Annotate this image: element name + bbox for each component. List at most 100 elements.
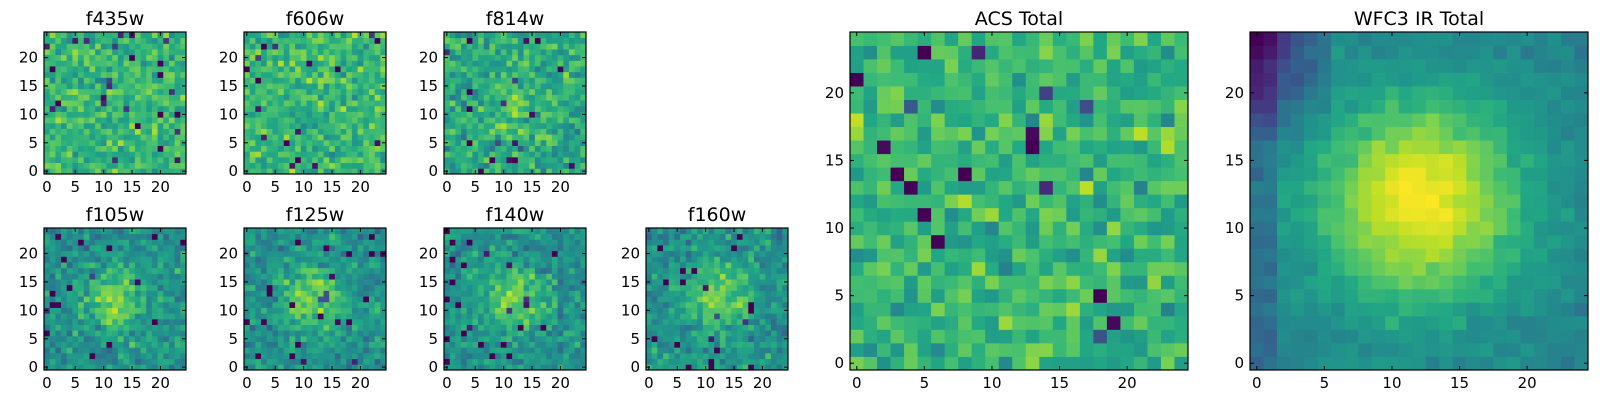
- heatmap-cell: [563, 122, 570, 129]
- heatmap-cell: [157, 88, 164, 95]
- heatmap-cell: [512, 122, 519, 129]
- heatmap-cell: [49, 71, 56, 78]
- heatmap-cell: [651, 347, 658, 354]
- heatmap-cell: [714, 307, 721, 314]
- heatmap-cell: [776, 324, 783, 331]
- heatmap-cell: [563, 267, 570, 274]
- heatmap-cell: [272, 49, 279, 56]
- heatmap-cell: [714, 324, 721, 331]
- heatmap-cell: [66, 77, 73, 84]
- heatmap-cell: [1052, 356, 1067, 371]
- heatmap-cell: [368, 32, 376, 39]
- heatmap-cell: [340, 228, 347, 235]
- heatmap-cell: [877, 234, 891, 249]
- heatmap-cell: [72, 290, 79, 297]
- heatmap-cell: [731, 267, 738, 274]
- heatmap-cell: [691, 250, 698, 257]
- heatmap-cell: [266, 37, 273, 44]
- heatmap-cell: [323, 347, 330, 354]
- heatmap-cell: [78, 37, 85, 44]
- heatmap-cell: [685, 318, 692, 325]
- heatmap-cell: [334, 71, 341, 78]
- heatmap-cell: [651, 335, 658, 342]
- heatmap-cell: [363, 313, 370, 320]
- heatmap-cell: [863, 194, 878, 209]
- heatmap-cell: [574, 335, 581, 342]
- heatmap-cell: [363, 352, 370, 360]
- y-tick-label: 20: [19, 245, 38, 263]
- heatmap-cell: [266, 290, 273, 297]
- heatmap-cell: [83, 296, 90, 303]
- heatmap-cell: [83, 347, 90, 354]
- heatmap-cell: [306, 117, 313, 124]
- heatmap-cell: [663, 358, 670, 365]
- heatmap-cell: [904, 275, 918, 290]
- heatmap-cell: [66, 330, 73, 337]
- heatmap-cell: [765, 318, 772, 325]
- heatmap-cell: [146, 88, 153, 95]
- y-tick-label: 0: [428, 162, 438, 180]
- heatmap-cell: [157, 105, 164, 112]
- heatmap-cell: [100, 88, 107, 95]
- heatmap-cell: [363, 296, 370, 303]
- heatmap-cell: [66, 335, 73, 342]
- heatmap-cell: [651, 267, 658, 274]
- heatmap-cell: [580, 347, 587, 354]
- heatmap-cell: [680, 273, 687, 280]
- heatmap-cell: [89, 43, 96, 50]
- heatmap-cell: [261, 111, 268, 118]
- heatmap-cell: [546, 111, 553, 118]
- heatmap-cell: [289, 156, 296, 164]
- heatmap-cell: [1079, 356, 1094, 371]
- heatmap-cell: [134, 77, 141, 84]
- heatmap-cell: [351, 168, 358, 175]
- heatmap-cell: [1039, 248, 1054, 263]
- heatmap-cell: [266, 162, 273, 169]
- heatmap-cell: [134, 239, 141, 246]
- heatmap-cell: [557, 88, 564, 95]
- heatmap-cell: [1066, 261, 1081, 276]
- heatmap-cell: [140, 128, 147, 135]
- heatmap-cell: [551, 290, 558, 297]
- heatmap-cell: [478, 94, 485, 101]
- heatmap-cell: [55, 105, 62, 112]
- heatmap-cell: [278, 145, 285, 152]
- heatmap-cell: [106, 301, 113, 308]
- heatmap-cell: [334, 273, 341, 280]
- heatmap-cell: [83, 352, 90, 360]
- heatmap-cell: [329, 296, 336, 303]
- heatmap-cell: [283, 273, 290, 280]
- heatmap-cell: [483, 267, 490, 274]
- heatmap-cell: [151, 262, 158, 269]
- heatmap-cell: [55, 347, 62, 354]
- heatmap-cell: [512, 324, 519, 331]
- heatmap-cell: [931, 194, 946, 209]
- heatmap-cell: [329, 262, 336, 269]
- heatmap-cell: [1133, 356, 1148, 371]
- heatmap-cell: [529, 117, 536, 124]
- heatmap-cell: [731, 296, 738, 303]
- heatmap-cell: [312, 318, 319, 325]
- heatmap-cell: [580, 77, 587, 84]
- heatmap-cell: [495, 94, 502, 101]
- heatmap-cell: [249, 139, 256, 146]
- heatmap-cell: [266, 168, 273, 175]
- heatmap-cell: [140, 279, 147, 286]
- heatmap-cell: [306, 324, 313, 331]
- heatmap-cell: [151, 352, 158, 360]
- heatmap-cell: [904, 167, 918, 182]
- heatmap-cell: [646, 313, 653, 320]
- heatmap-cell: [306, 262, 313, 269]
- heatmap-cell: [534, 307, 541, 314]
- heatmap-cell: [731, 335, 738, 342]
- heatmap-cell: [278, 37, 285, 44]
- heatmap-cell: [112, 111, 119, 118]
- heatmap-cell: [455, 139, 462, 146]
- heatmap-cell: [512, 284, 519, 291]
- heatmap-cell: [489, 301, 496, 308]
- heatmap-cell: [736, 262, 743, 269]
- heatmap-cell: [72, 256, 79, 263]
- heatmap-cell: [517, 330, 524, 337]
- heatmap-cell: [244, 318, 251, 325]
- heatmap-cell: [249, 162, 256, 169]
